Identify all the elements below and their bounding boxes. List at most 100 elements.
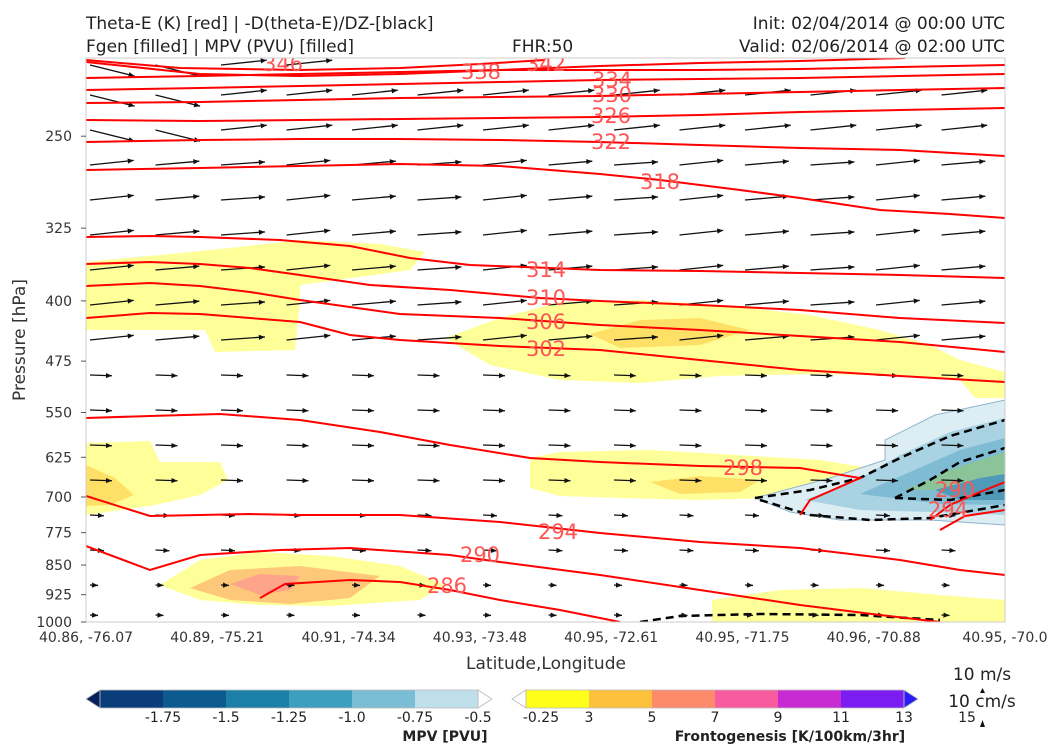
wind-vector-head — [818, 512, 825, 519]
wind-vector — [220, 124, 267, 131]
wind-vector-head — [717, 158, 724, 164]
wind-vector-head — [127, 263, 134, 269]
colorbar-segment — [841, 690, 905, 708]
wind-vector — [220, 59, 267, 66]
wind-vector — [810, 301, 855, 306]
wind-vector — [155, 230, 200, 236]
x-tick-label: 40.95, -72.61 — [564, 630, 658, 646]
colorbar-segment — [352, 690, 416, 708]
wind-vector — [89, 159, 134, 166]
wind-vector — [744, 124, 791, 131]
colorbar-tick-label: -1.25 — [271, 710, 307, 726]
fgen-colorbar-title: Frontogenesis [K/100km/3hr] — [675, 729, 905, 745]
wind-vector-head — [913, 333, 920, 339]
wind-vector-head — [695, 442, 702, 449]
wind-vector — [89, 129, 135, 142]
wind-vector — [220, 266, 265, 271]
wind-vector — [220, 161, 265, 166]
wind-vector — [286, 334, 331, 341]
wind-vector-head — [556, 512, 563, 519]
colorbar-tick-label: 15 — [958, 710, 976, 726]
wind-vector — [220, 196, 265, 201]
wind-vector — [941, 265, 986, 271]
y-tick-label: 325 — [45, 221, 72, 237]
colorbar-tick-label: -1.75 — [145, 710, 181, 726]
wind-vector-head — [490, 547, 497, 554]
wind-vector-head — [455, 264, 462, 270]
theta-e-contour — [259, 578, 621, 622]
colorbar-tick-label: 11 — [832, 710, 850, 726]
theta-e-contour — [86, 138, 1005, 157]
wind-vector-head — [326, 58, 333, 64]
wind-vector-head — [236, 407, 243, 414]
wind-vector-head — [157, 582, 164, 588]
wind-vector — [482, 334, 527, 341]
wind-vector-head — [455, 194, 462, 200]
wind-vector-head — [681, 612, 688, 618]
wind-vector-head — [490, 512, 497, 519]
wind-vector-head — [171, 407, 178, 414]
wind-vector — [875, 229, 920, 236]
theta-e-contour — [929, 481, 1005, 521]
wind-vector-head — [498, 407, 505, 414]
wind-vector-head — [913, 228, 920, 234]
wind-vector — [89, 229, 134, 236]
wind-vector-head — [883, 512, 890, 519]
wind-vector-head — [457, 123, 464, 129]
theta-e-label: 330 — [592, 83, 632, 107]
wind-vector-head — [812, 582, 819, 588]
wind-vector-head — [433, 372, 440, 379]
wind-vector — [548, 230, 593, 236]
wind-vector-head — [615, 582, 622, 588]
wind-vector-head — [193, 229, 200, 235]
theta-e-label: 314 — [526, 258, 566, 282]
wind-vector-head — [419, 612, 426, 618]
wind-vector-head — [913, 298, 920, 304]
colorbar-segment — [226, 690, 290, 708]
wind-vector — [220, 89, 267, 96]
wind-vector — [548, 300, 593, 306]
theta-e-label: 290 — [460, 543, 500, 567]
wind-vector-head — [105, 442, 112, 449]
wind-vector-head — [556, 547, 563, 554]
wind-vector — [155, 94, 201, 107]
wind-vector-head — [812, 612, 819, 618]
colorbar-segment — [652, 690, 716, 708]
wind-vector-head — [687, 512, 694, 519]
wind-vector — [417, 124, 464, 131]
y-tick-label: 700 — [45, 490, 72, 506]
wind-vector-head — [653, 123, 660, 129]
fgen-colorbar: 3 5 7 9 11 13 15 — [511, 689, 976, 726]
wind-vector-head — [425, 547, 432, 554]
wind-vector-head — [522, 123, 529, 129]
wind-vector-head — [105, 372, 112, 379]
colorbar-segment — [715, 690, 779, 708]
wind-vector — [548, 89, 595, 96]
wind-vector-head — [760, 442, 767, 449]
wind-vector — [351, 124, 398, 131]
wind-vector — [351, 89, 398, 96]
wind-vector-head — [324, 298, 331, 304]
wind-vector-head — [260, 123, 267, 129]
wind-vector-head — [389, 159, 396, 165]
x-tick-label: 40.96, -70.88 — [827, 630, 921, 646]
wind-vector — [941, 89, 988, 96]
y-tick-label: 550 — [45, 405, 72, 421]
wind-vector-head — [891, 407, 898, 414]
wind-vector-head — [760, 407, 767, 414]
wind-vector-head — [586, 334, 593, 340]
theta-e-label: 338 — [461, 60, 501, 84]
wind-vector-head — [695, 372, 702, 379]
wind-vector-head — [193, 334, 200, 340]
wind-vector — [286, 229, 331, 236]
theta-e-contour — [86, 311, 1005, 383]
wind-vector-head — [949, 512, 956, 519]
wind-vector-head — [848, 194, 855, 200]
wind-vector-head — [621, 512, 628, 519]
colorbar-tick-label: 9 — [774, 710, 783, 726]
colorbar-segment — [289, 690, 353, 708]
colorbar-extend-left — [511, 689, 527, 709]
wind-vector-head — [91, 612, 98, 618]
wind-vector — [220, 336, 265, 341]
wind-vector — [482, 89, 529, 96]
